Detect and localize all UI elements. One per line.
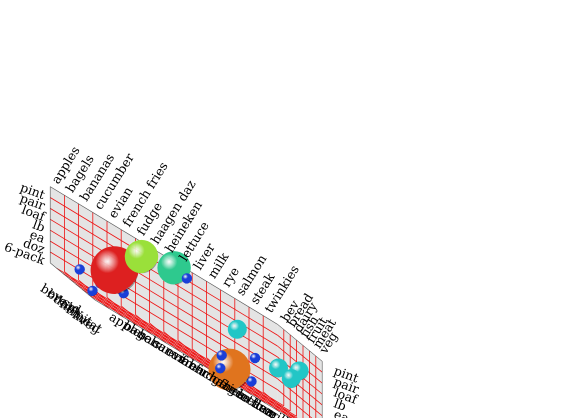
bubble-lettuce-meat-6-pack (215, 363, 226, 374)
bubble-apples-meat-6-pack (87, 285, 98, 297)
z-tick-label: doz (21, 235, 47, 257)
bubble-steak-meat-lb (281, 369, 301, 389)
floor-gridline-y (88, 294, 293, 418)
chart-bubbles (74, 239, 309, 391)
x-tick-label: rye (277, 412, 302, 418)
bubble-apples-fish-doz (74, 264, 85, 275)
floor-gridline-y (81, 289, 296, 418)
z-tick-label: ea (28, 227, 48, 246)
bubble-heineken-dairy-pint (181, 273, 193, 284)
bubble-liver-fish-doz (216, 350, 227, 361)
edge-right-top (277, 323, 323, 362)
z-tick-label-right: ea (332, 406, 352, 418)
bubble-steak-fish-lb (269, 358, 288, 378)
bubble-rye-bread-loaf (227, 319, 247, 339)
bubble-milk-veg-lb (249, 352, 261, 364)
bubble-cucumber-veg-pint (124, 239, 159, 274)
z-tick-label: lb (31, 217, 47, 235)
bubble-salmon-bread-6-pack (246, 376, 257, 387)
back-gridline-z (49, 229, 278, 369)
floor-gridline-y (75, 283, 298, 418)
side-gridline-z (277, 389, 313, 418)
z-tick-label-right: lb (332, 396, 348, 414)
floor-gridline-y (62, 273, 291, 412)
side-gridline-z (277, 334, 323, 373)
floor-gridline-y (69, 278, 297, 417)
edge-left-bottom (50, 262, 96, 301)
